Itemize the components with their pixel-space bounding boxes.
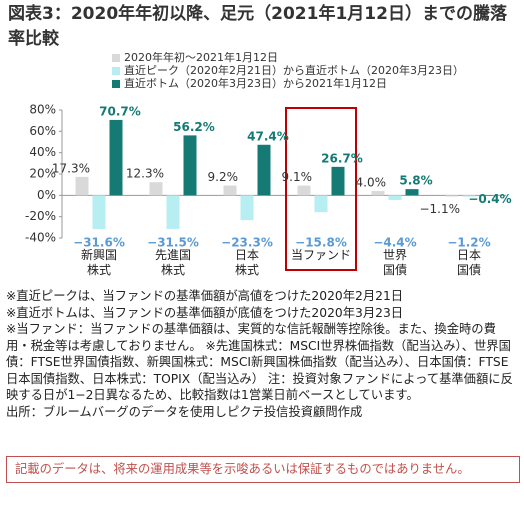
legend-label: 2020年年初～2021年1月12日 — [124, 52, 278, 64]
x-tick-label: 新興国 株式 — [80, 248, 117, 277]
y-tick-label: 60% — [29, 124, 56, 138]
bar — [183, 135, 197, 196]
value-label: 9.1% — [282, 170, 313, 184]
x-tick-label: 世界 国債 — [382, 248, 407, 277]
value-label: 4.0% — [356, 176, 387, 190]
bar — [166, 195, 180, 229]
value-label: −31.5% — [147, 236, 199, 250]
note: 出所：ブルームバーグのデータを使用しピクテ投信投資顧問作成 — [6, 404, 363, 419]
legend-label: 直近ピーク（2020年2月21日）から直近ボトム（2020年3月23日） — [124, 63, 464, 77]
value-label: 26.7% — [321, 151, 363, 165]
value-label: 56.2% — [173, 120, 215, 134]
y-tick-label: 20% — [29, 167, 56, 181]
legend-swatch — [112, 54, 120, 62]
value-label: 5.8% — [399, 174, 432, 188]
value-label: −0.4% — [468, 192, 511, 206]
x-tick-label: 先進国 株式 — [154, 248, 191, 277]
legend-swatch — [112, 67, 120, 75]
bar — [75, 176, 89, 196]
bar — [240, 195, 254, 221]
bar — [257, 144, 271, 196]
title: 図表3：2020年年初以降、足元（2021年1月12日）までの騰落率比較 — [8, 4, 507, 49]
value-label: −31.6% — [73, 236, 125, 250]
value-label: 12.3% — [126, 167, 164, 181]
value-label: 47.4% — [247, 129, 289, 143]
notes: ※直近ピークは、当ファンドの基準価額が高値をつけた2020年2月21日 ※直近ボト… — [6, 288, 518, 420]
y-tick-label: 80% — [29, 103, 56, 117]
value-label: −23.3% — [221, 236, 273, 250]
note: ※直近ボトムは、当ファンドの基準価額が底値をつけた2020年3月23日 — [6, 305, 404, 320]
value-label: −1.2% — [447, 236, 490, 250]
bar — [445, 195, 459, 197]
disclaimer: 記載のデータは、将来の運用成果等を示唆あるいは保証するものではありません。 — [6, 456, 520, 483]
value-label: 9.2% — [208, 170, 239, 184]
y-tick-label: -40% — [25, 231, 56, 245]
y-tick-label: 40% — [29, 145, 56, 159]
value-label: 70.7% — [99, 104, 141, 118]
note: ※当ファンド：当ファンドの基準価額は、実質的な信託報酬等控除後。また、換金時の費… — [6, 322, 513, 402]
bar — [109, 119, 123, 196]
chart: 2020年年初～2021年1月12日直近ピーク（2020年2月21日）から直近ボ… — [25, 52, 512, 271]
bar — [223, 185, 237, 196]
highlight-box — [285, 107, 357, 271]
bar — [331, 166, 345, 196]
y-tick-label: 0% — [37, 188, 56, 202]
bar — [388, 195, 402, 201]
note: ※直近ピークは、当ファンドの基準価額が高値をつけた2020年2月21日 — [6, 289, 404, 303]
value-label: −15.8% — [295, 236, 347, 250]
value-label: 17.3% — [52, 161, 90, 175]
x-tick-label: 当ファンド — [290, 248, 351, 262]
value-label: −1.1% — [419, 202, 460, 216]
legend-label: 直近ボトム（2020年3月23日）から2021年1月12日 — [124, 76, 387, 90]
x-tick-label: 日本 株式 — [234, 248, 259, 277]
legend-swatch — [112, 80, 120, 88]
y-tick-label: -20% — [25, 209, 56, 223]
bar — [371, 191, 385, 196]
bar — [405, 189, 419, 196]
x-tick-label: 日本 国債 — [456, 248, 481, 277]
bar — [92, 195, 106, 230]
bar — [314, 195, 328, 213]
value-label: −4.4% — [373, 236, 416, 250]
bar — [297, 185, 311, 196]
bar — [462, 195, 476, 197]
bar — [149, 182, 163, 196]
